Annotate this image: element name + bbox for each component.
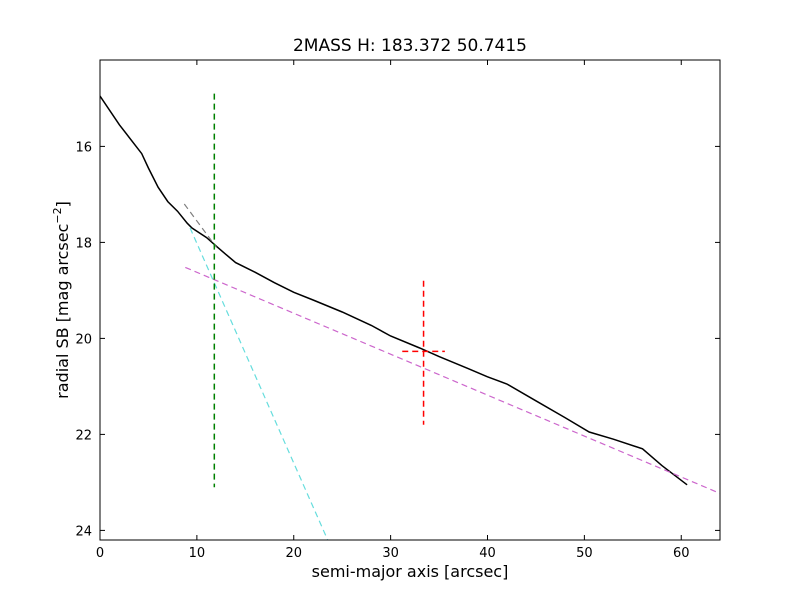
x-tick-label: 50	[576, 546, 593, 561]
y-tick-label: 18	[75, 236, 92, 251]
y-axis-label-main: radial SB [mag arcsec	[53, 224, 72, 399]
y-axis-label-close: ]	[53, 201, 72, 207]
axis-ticks: 0 10 20 30 40 50 60 16 18 20 22 24	[75, 60, 720, 561]
chart-title: 2MASS H: 183.372 50.7415	[293, 36, 527, 56]
x-tick-label: 10	[189, 546, 206, 561]
x-tick-label: 60	[673, 546, 690, 561]
chart-markers	[213, 93, 445, 488]
x-tick-label: 30	[382, 546, 399, 561]
x-tick-label: 20	[285, 546, 302, 561]
y-axis-label-sup: −2	[51, 207, 64, 223]
x-tick-label: 0	[96, 546, 104, 561]
x-axis-label: semi-major axis [arcsec]	[312, 562, 509, 581]
y-tick-label: 24	[75, 524, 92, 539]
x-tick-label: 40	[479, 546, 496, 561]
series-line-1	[183, 203, 217, 248]
series-line-0	[100, 95, 688, 486]
series-line-3	[185, 266, 720, 494]
y-tick-label: 20	[75, 332, 92, 347]
chart-curves	[100, 95, 720, 540]
y-tick-label: 22	[75, 428, 92, 443]
plot-frame	[99, 59, 721, 541]
y-tick-label: 16	[75, 140, 92, 155]
y-axis-label: radial SB [mag arcsec−2]	[51, 201, 72, 399]
series-line-2	[189, 227, 329, 540]
